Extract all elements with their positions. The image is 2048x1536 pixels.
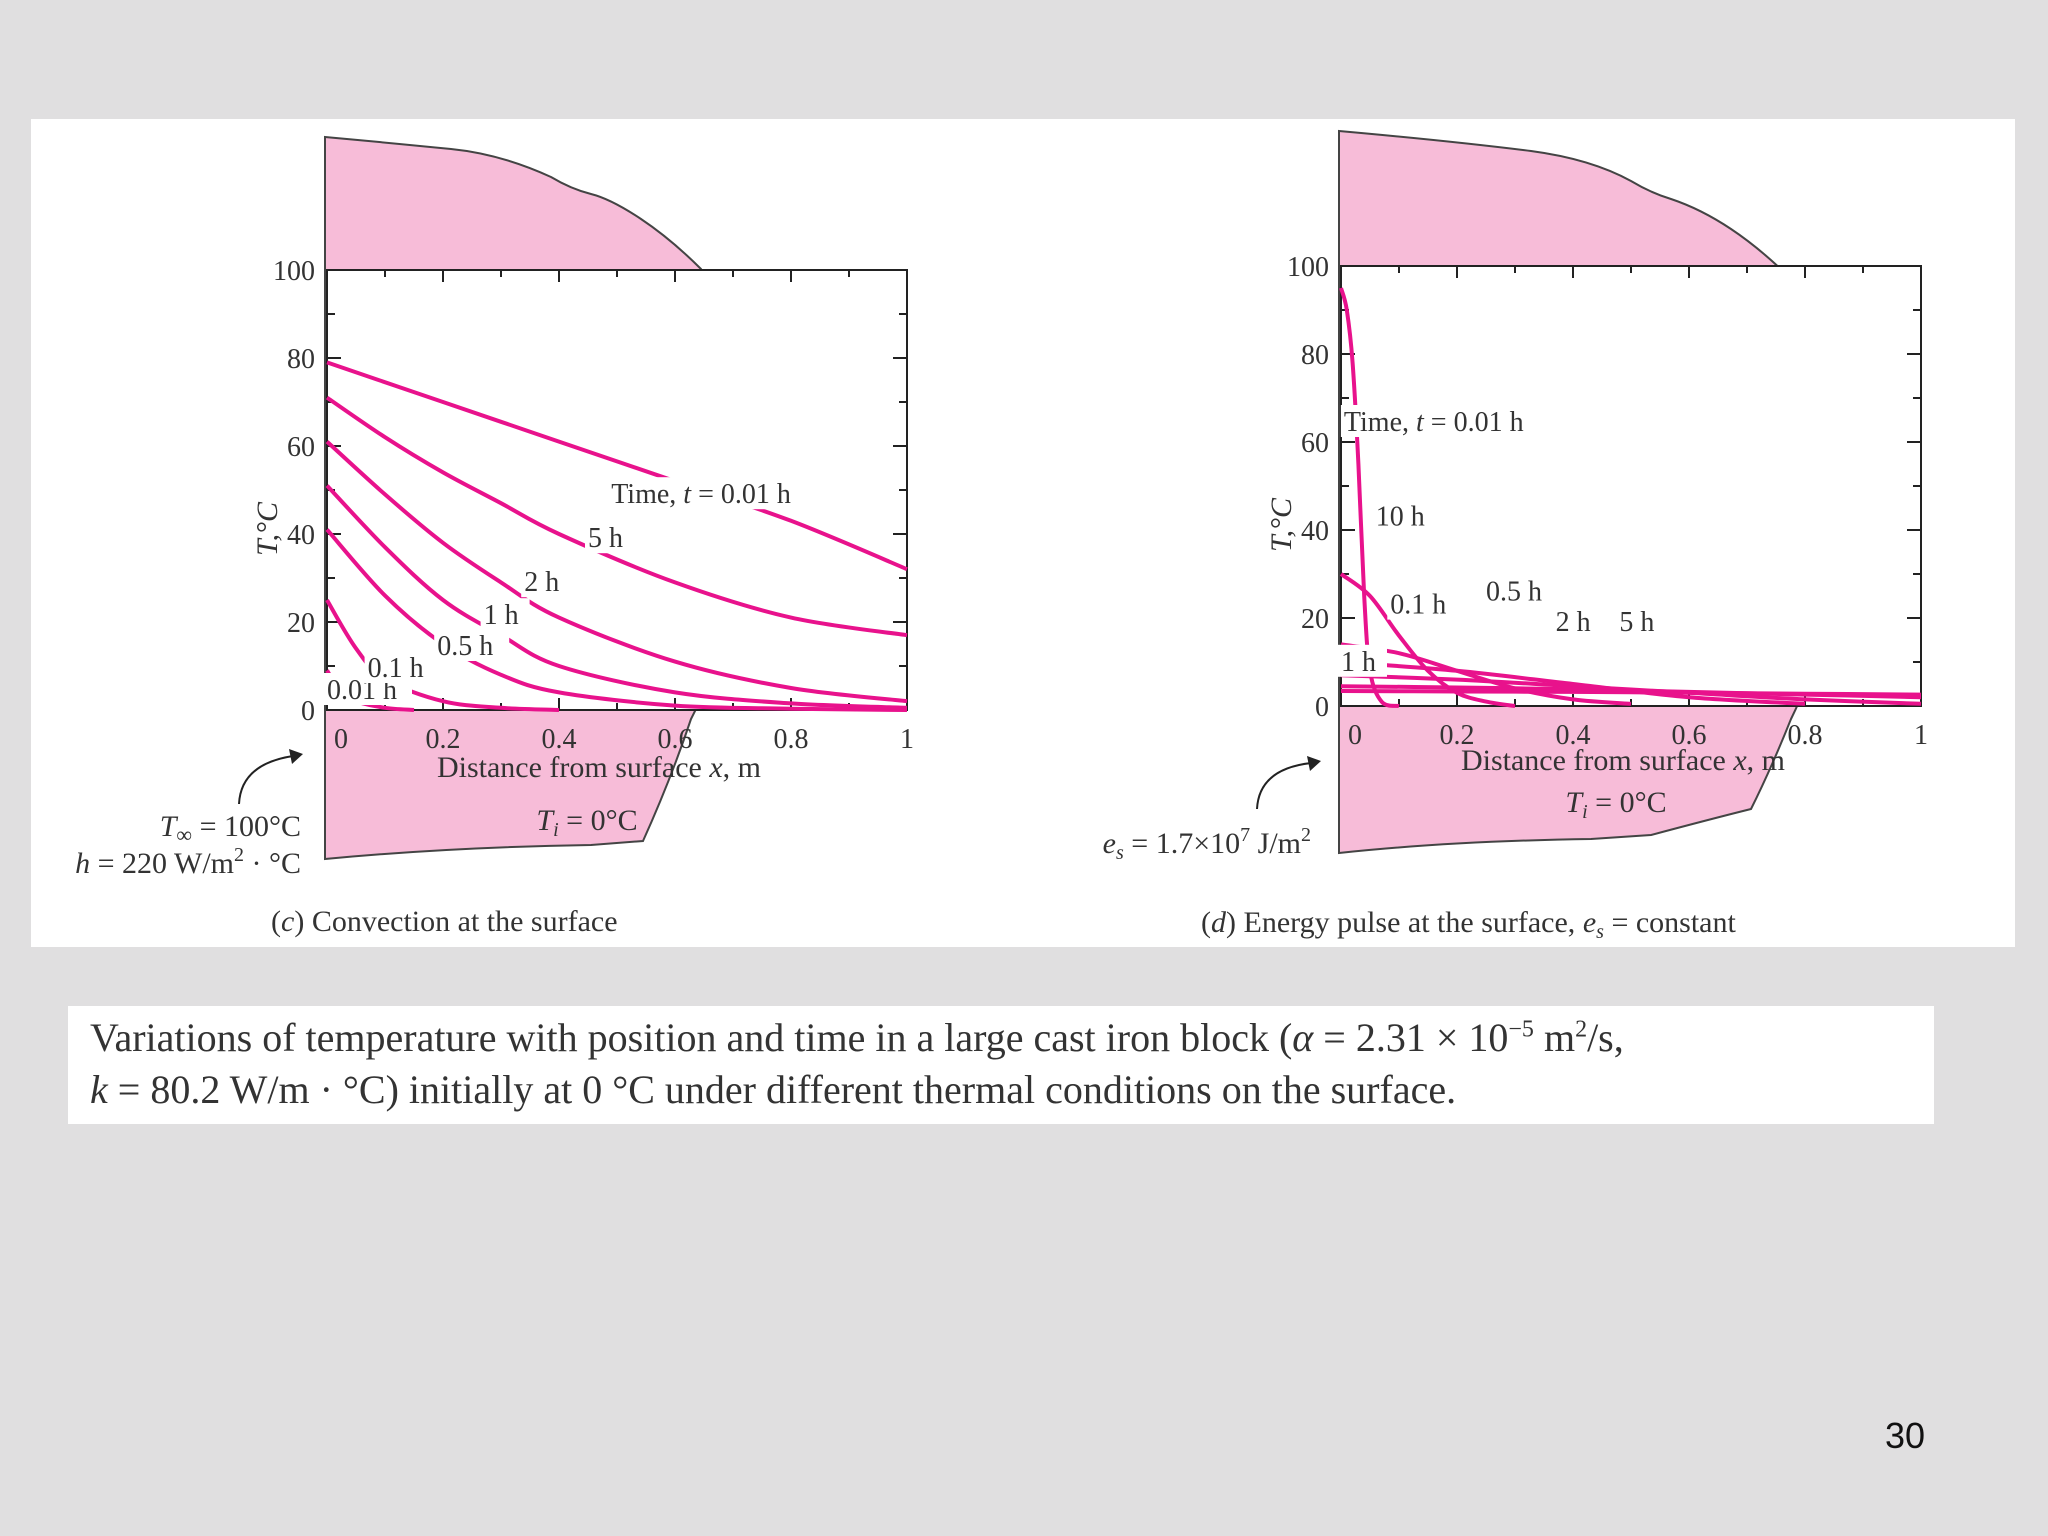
caption-text-c: m <box>1533 1015 1576 1060</box>
arrow-c <box>238 755 294 805</box>
axes-c: 0 0.2 0.4 0.6 0.8 1 0 20 40 60 80 100 <box>273 256 914 755</box>
curve-label-d-4: 2 h <box>1556 607 1591 638</box>
curves-d: Time, t = 0.01 h 10 h 0.1 h 0.5 h 2 h 5 h 1 h <box>1338 287 1922 708</box>
y-tick-label-c: 0 <box>301 696 315 727</box>
x-tick-label-c: 0.4 <box>542 724 577 755</box>
curve-label-d-0: Time, t = 0.01 h <box>1344 407 1524 438</box>
curve-label-c-1: 0.1 h <box>368 653 424 684</box>
x-tick-label-c: 1 <box>900 724 914 755</box>
ylabel-d: T,°C <box>1265 497 1298 552</box>
y-tick-label-c: 100 <box>273 256 315 287</box>
plot-area-d <box>1340 265 1922 707</box>
curve-label-d-5: 5 h <box>1619 607 1654 638</box>
slide-number: 30 <box>1884 1415 1925 1456</box>
curve-label-bg-d <box>1552 605 1602 638</box>
caption-k: k <box>90 1067 108 1112</box>
caption-text-a: Variations of temperature with position … <box>90 1015 1293 1060</box>
curve-c-5 <box>325 395 908 638</box>
curve-c-6 <box>326 360 908 572</box>
curve-c-4 <box>325 440 908 704</box>
curve-label-c-5: 5 h <box>588 523 623 554</box>
x-tick-label-d: 0.2 <box>1440 720 1475 751</box>
pulse-energy-d: es = 1.7×107 J/m2 <box>1103 824 1311 864</box>
caption-alpha: α <box>1292 1015 1314 1060</box>
caption-square: 2 <box>1575 1016 1588 1043</box>
curve-label-c-4: 2 h <box>524 567 559 598</box>
x-tick-label-c: 0.8 <box>774 724 809 755</box>
curve-label-c-6: Time, t = 0.01 h <box>611 479 791 510</box>
x-tick-label-d: 0 <box>1348 720 1362 751</box>
curve-label-d-3: 1 h <box>1341 647 1376 678</box>
curve-d-0 <box>1339 287 1400 708</box>
curve-label-c-2: 0.5 h <box>437 631 493 662</box>
curve-label-d-2: 0.5 h <box>1486 576 1542 607</box>
x-tick-label-c: 0 <box>334 724 348 755</box>
curve-d-6 <box>1340 689 1922 697</box>
x-tick-label-c: 0.2 <box>426 724 461 755</box>
arrow-d <box>1256 762 1312 810</box>
y-tick-label-d: 40 <box>1301 516 1329 547</box>
curve-label-bg-c <box>364 651 440 683</box>
curve-label-bg-c <box>608 477 827 510</box>
curve-label-bg-c <box>480 598 530 631</box>
curve-label-bg-c <box>521 565 571 598</box>
initial-temp-d: Ti = 0°C <box>1565 786 1666 823</box>
caption-line-1: Variations of temperature with position … <box>90 1014 1624 1061</box>
curve-label-bg-d <box>1616 605 1666 638</box>
arrow-c-head <box>289 749 303 764</box>
ylabel-c: T,°C <box>251 501 284 556</box>
curve-label-bg-d <box>1372 499 1435 532</box>
curve-label-d-6: 10 h <box>1376 502 1425 533</box>
arrow-d-head <box>1307 756 1321 771</box>
xlabel-d: Distance from surface x, m <box>1461 744 1785 777</box>
figure-caption: Variations of temperature with position … <box>68 1006 1934 1124</box>
x-tick-label-d: 0.6 <box>1672 720 1707 751</box>
curve-c-2 <box>325 528 908 712</box>
x-tick-label-d: 1 <box>1914 720 1928 751</box>
y-tick-label-c: 40 <box>287 520 315 551</box>
y-tick-label-d: 60 <box>1301 428 1329 459</box>
curve-label-d-1: 0.1 h <box>1390 590 1446 621</box>
curve-label-bg-d <box>1483 574 1558 607</box>
curve-label-c-3: 1 h <box>484 600 519 631</box>
caption-text-rest: = 80.2 W/m · °C) initially at 0 °C under… <box>107 1067 1457 1112</box>
figure-panel: 0 0.2 0.4 0.6 0.8 1 0 20 40 60 80 100 0.01 h 0.1 h 0.… <box>31 119 2015 947</box>
y-tick-label-c: 60 <box>287 432 315 463</box>
curve-label-bg-d <box>1340 405 1559 437</box>
x-tick-label-d: 0.4 <box>1556 720 1591 751</box>
x-tick-label-d: 0.8 <box>1788 720 1823 751</box>
caption-exponent: −5 <box>1508 1016 1534 1043</box>
y-tick-label-d: 80 <box>1301 340 1329 371</box>
x-tick-label-c: 0.6 <box>658 724 693 755</box>
curve-d-3 <box>1340 660 1806 706</box>
initial-temp-c: Ti = 0°C <box>536 804 637 841</box>
convection-h-c: h = 220 W/m2 · °C <box>75 844 301 880</box>
y-tick-label-c: 80 <box>287 344 315 375</box>
curve-label-bg-d <box>1338 644 1387 677</box>
y-tick-label-d: 100 <box>1287 252 1329 283</box>
caption-text-b: = 2.31 × 10 <box>1313 1015 1509 1060</box>
curve-c-1 <box>325 598 560 712</box>
caption-c: (c) Convection at the surface <box>271 905 618 938</box>
caption-d: (d) Energy pulse at the surface, es = co… <box>1201 906 1736 943</box>
curve-label-bg-c <box>434 629 510 661</box>
curve-d-1 <box>1339 572 1516 708</box>
caption-line-2: k = 80.2 W/m · °C) initially at 0 °C und… <box>90 1066 1456 1113</box>
xlabel-c: Distance from surface x, m <box>437 751 761 784</box>
curve-label-bg-d <box>1387 587 1463 620</box>
y-tick-label-d: 0 <box>1315 692 1329 723</box>
curve-label-bg-c <box>585 521 634 554</box>
curve-c-3 <box>325 484 908 710</box>
caption-text-d: /s, <box>1587 1015 1624 1060</box>
y-tick-label-c: 20 <box>287 608 315 639</box>
y-tick-label-d: 20 <box>1301 604 1329 635</box>
convection-temp-c: T∞ = 100°C <box>160 810 301 847</box>
